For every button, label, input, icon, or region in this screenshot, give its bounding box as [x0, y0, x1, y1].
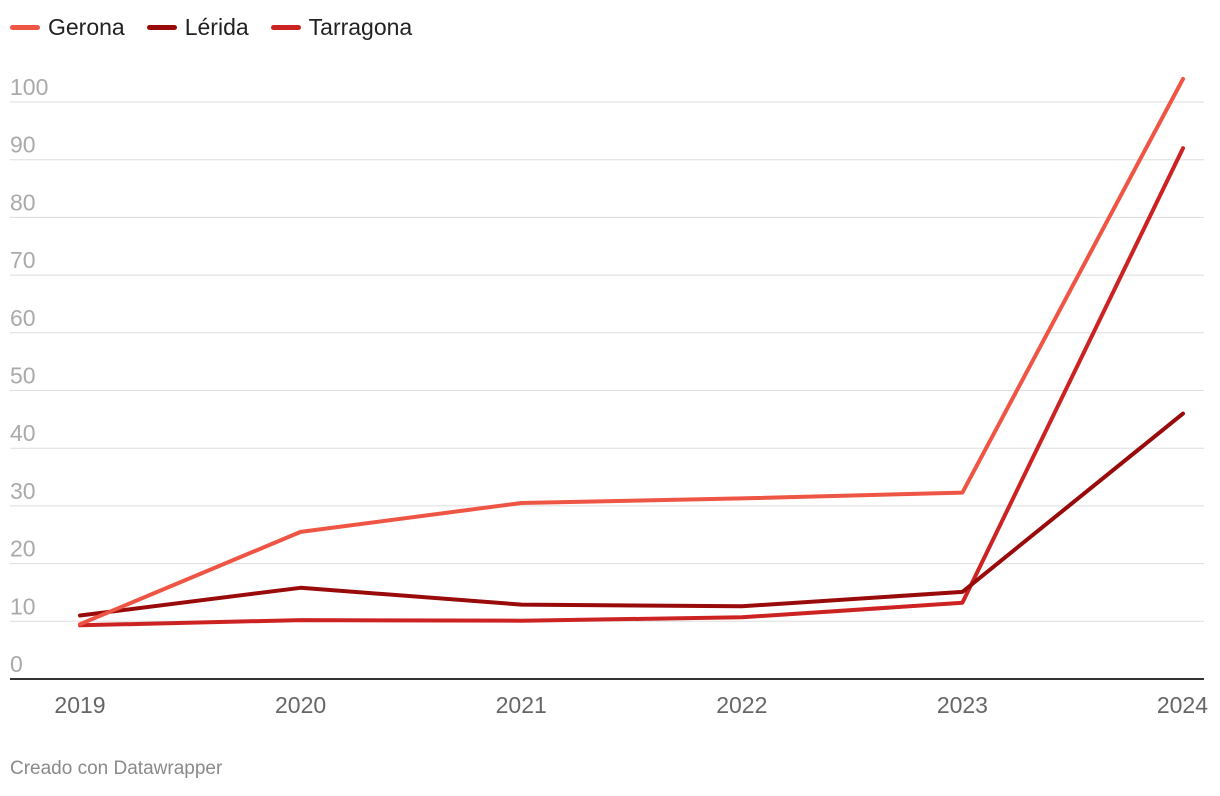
legend-item-tarragona: Tarragona	[270, 14, 413, 41]
y-tick-label: 100	[10, 74, 48, 100]
series-lines	[78, 76, 1185, 628]
x-tick-label: 2023	[937, 692, 988, 718]
x-axis: 2019 2020 2021 2022 2023 2024	[10, 678, 1208, 718]
y-tick-label: 90	[10, 132, 36, 158]
series-line-tarragona	[78, 146, 1185, 628]
x-tick-label: 2021	[496, 692, 547, 718]
legend-label-gerona: Gerona	[48, 14, 125, 40]
y-tick-label: 50	[10, 363, 36, 389]
legend-swatch-lerida	[146, 25, 177, 30]
y-axis-tick-labels: 0 10 20 30 40 50 60 70 80 90 100	[10, 74, 48, 677]
x-tick-label: 2024	[1157, 692, 1208, 718]
legend-item-gerona: Gerona	[10, 14, 125, 41]
legend-label-lerida: Lérida	[184, 14, 249, 40]
y-tick-label: 30	[10, 478, 36, 504]
legend: Gerona Lérida Tarragona	[10, 14, 412, 41]
legend-label-tarragona: Tarragona	[308, 14, 413, 40]
series-line-gerona	[78, 76, 1185, 627]
series-line-lrida	[78, 411, 1185, 618]
y-tick-label: 20	[10, 536, 36, 562]
legend-item-lerida: Lérida	[146, 14, 249, 41]
x-tick-label: 2022	[716, 692, 767, 718]
legend-swatch-gerona	[10, 25, 40, 30]
legend-swatch-tarragona	[270, 25, 301, 30]
y-tick-label: 70	[10, 247, 36, 273]
y-tick-label: 80	[10, 189, 36, 215]
footer-credit: Creado con Datawrapper	[10, 758, 223, 779]
y-tick-label: 0	[10, 651, 23, 677]
x-tick-label: 2019	[54, 692, 105, 718]
x-tick-label: 2020	[275, 692, 326, 718]
y-tick-label: 10	[10, 593, 36, 619]
y-tick-label: 60	[10, 305, 36, 331]
y-tick-label: 40	[10, 420, 36, 446]
